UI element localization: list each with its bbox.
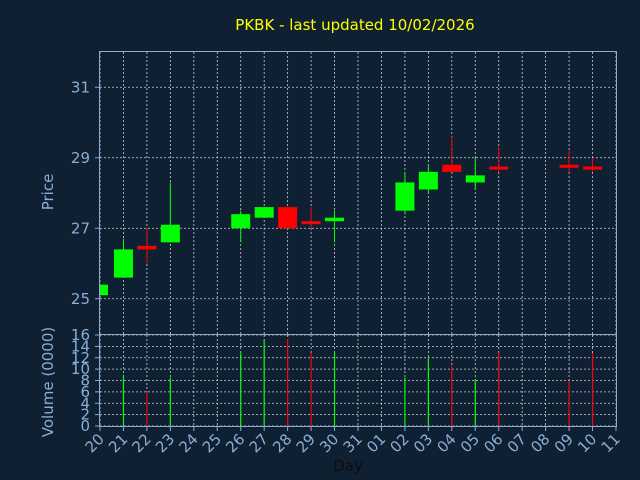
x-tick-label: 01	[363, 430, 389, 456]
x-tick-label: 24	[175, 430, 201, 456]
candle-body	[442, 164, 462, 172]
x-tick-label: 29	[293, 430, 319, 456]
x-tick-label: 07	[504, 430, 530, 456]
x-tick-label: 06	[480, 430, 506, 456]
chart-title: PKBK - last updated 10/02/2026	[235, 16, 474, 34]
volume-axis-label: Volume (0000)	[39, 327, 57, 437]
x-tick-label: 21	[105, 430, 131, 456]
x-axis-ticks: 2021222324252627282930310102030405060708…	[82, 426, 624, 456]
volume-y-tick-label: 16	[71, 326, 90, 344]
x-tick-label: 25	[199, 430, 225, 456]
volume-y-tick-label: 6	[80, 383, 90, 401]
candle-body	[254, 207, 274, 218]
candle-body	[325, 217, 345, 222]
x-tick-label: 04	[433, 430, 459, 456]
x-tick-label: 22	[129, 430, 155, 456]
candle-body	[231, 214, 251, 229]
price-y-tick-label: 29	[71, 149, 90, 167]
candle-body	[137, 245, 157, 250]
x-tick-label: 30	[316, 430, 342, 456]
price-panel: 25 27 29 31 Price	[39, 51, 617, 335]
candle-body	[559, 164, 579, 168]
price-y-tick-label: 31	[71, 78, 90, 96]
price-y-tick-label: 27	[71, 219, 90, 237]
candle-body	[489, 166, 509, 170]
volume-y-tick-label: 4	[80, 394, 90, 412]
candle-body	[113, 249, 133, 278]
x-tick-label: 09	[551, 430, 577, 456]
candle-body	[465, 175, 485, 183]
x-tick-label: 26	[222, 430, 248, 456]
x-tick-label: 23	[152, 430, 178, 456]
price-y-ticks: 25 27 29 31	[71, 78, 100, 308]
x-tick-label: 31	[340, 430, 366, 456]
volume-y-tick-label: 0	[80, 417, 90, 435]
x-tick-label: 10	[574, 430, 600, 456]
volume-y-tick-label: 8	[80, 372, 90, 390]
x-axis-label: Day	[333, 457, 363, 475]
candle-body	[418, 171, 438, 190]
x-tick-label: 02	[387, 430, 413, 456]
volume-y-tick-label: 14	[71, 337, 90, 355]
volume-bars	[122, 338, 594, 426]
candle-body	[160, 224, 180, 243]
x-tick-label: 27	[246, 430, 272, 456]
candle-body	[278, 207, 298, 229]
candle-body	[395, 182, 415, 211]
price-candles	[99, 136, 603, 296]
x-tick-label: 03	[410, 430, 436, 456]
price-axis-label: Price	[39, 174, 57, 211]
price-y-tick-label: 25	[71, 290, 90, 308]
volume-grid	[99, 334, 617, 427]
candle-body	[100, 284, 108, 296]
candle-body	[583, 166, 603, 170]
x-tick-label: 05	[457, 430, 483, 456]
candle-body	[301, 221, 321, 225]
x-tick-label: 28	[269, 430, 295, 456]
price-grid	[99, 52, 617, 334]
volume-y-tick-label: 2	[80, 406, 90, 424]
x-tick-label: 08	[527, 430, 553, 456]
volume-y-tick-label: 10	[71, 360, 90, 378]
x-tick-label: 11	[598, 430, 624, 456]
volume-y-tick-label: 12	[71, 349, 90, 367]
